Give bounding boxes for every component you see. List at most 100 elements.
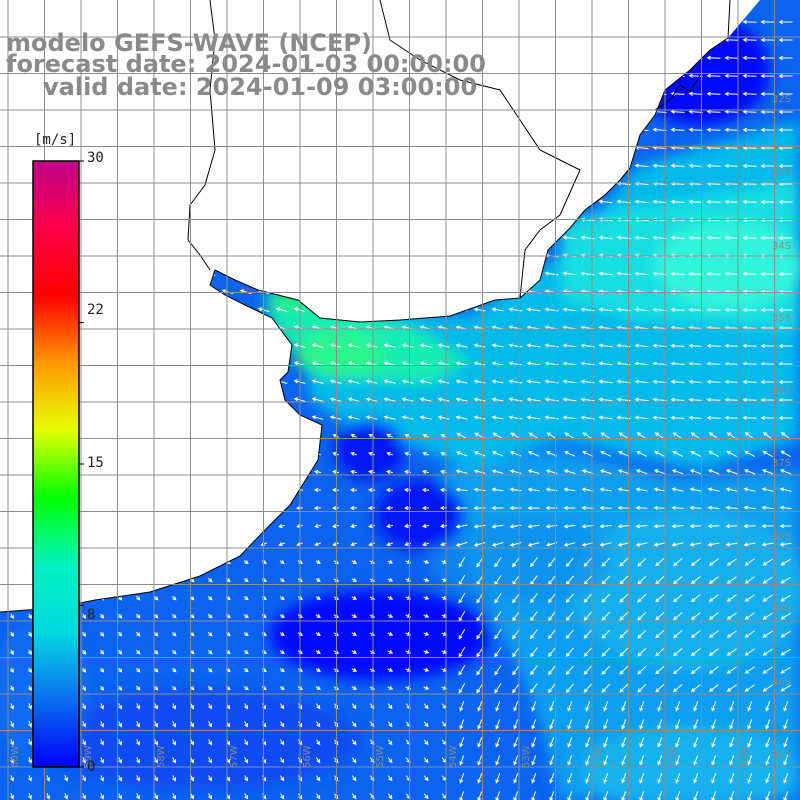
colorbar-tick-label: 15 <box>87 455 104 471</box>
wind-arrow <box>729 719 735 730</box>
wind-arrow <box>544 199 559 204</box>
wind-arrow <box>655 665 665 675</box>
wind-arrow <box>385 487 394 493</box>
wind-arrow <box>688 127 703 132</box>
wind-arrow <box>512 629 520 640</box>
wind-arrow <box>185 19 198 25</box>
wind-arrow <box>100 739 104 746</box>
wind-arrow <box>167 415 180 421</box>
wind-arrow <box>131 199 144 205</box>
wind-arrow <box>134 451 142 456</box>
wind-arrow <box>401 235 414 240</box>
wind-arrow <box>780 612 791 620</box>
wind-arrow <box>368 542 375 547</box>
wind-arrow <box>617 469 630 475</box>
wind-arrow <box>172 757 176 764</box>
wind-arrow <box>95 235 108 241</box>
wind-arrow <box>224 451 232 456</box>
wind-arrow <box>599 542 612 547</box>
wind-arrow <box>526 163 541 168</box>
wind-arrow <box>634 55 649 60</box>
wind-arrow <box>95 199 108 205</box>
wind-arrow <box>598 235 613 240</box>
wind-arrow <box>185 397 198 403</box>
wind-arrow <box>654 450 666 457</box>
wind-arrow <box>637 683 647 693</box>
wind-arrow <box>598 127 613 132</box>
wind-arrow <box>508 73 523 78</box>
wind-arrow <box>275 199 288 204</box>
wind-arrow <box>10 685 14 691</box>
wind-arrow <box>512 647 520 658</box>
wind-arrow <box>208 721 213 728</box>
wind-arrow <box>598 271 613 276</box>
wind-arrow <box>742 235 757 241</box>
wind-arrow <box>765 701 771 712</box>
wind-arrow <box>508 379 523 384</box>
river-border <box>187 0 216 271</box>
wind-arrow <box>28 793 32 800</box>
wind-arrow <box>455 469 468 474</box>
wind-arrow <box>279 757 285 764</box>
wind-arrow <box>509 469 522 474</box>
wind-arrow <box>437 199 450 204</box>
wind-arrow <box>7 451 16 457</box>
wind-arrow <box>708 576 719 584</box>
wind-arrow <box>491 469 504 474</box>
wind-arrow <box>28 595 32 601</box>
wind-arrow <box>224 434 231 438</box>
wind-arrow <box>275 19 288 24</box>
wind-arrow <box>693 701 699 712</box>
wind-arrow <box>742 19 757 25</box>
wind-arrow <box>619 593 629 603</box>
wind-arrow <box>311 397 324 402</box>
wind-arrow <box>494 683 502 694</box>
wind-arrow <box>670 109 685 114</box>
wind-arrow <box>221 19 234 25</box>
wind-arrow <box>241 505 250 511</box>
wind-arrow <box>706 235 721 240</box>
wind-arrow <box>25 469 34 475</box>
wind-arrow <box>172 775 176 782</box>
wind-arrow <box>760 379 775 385</box>
wind-arrow <box>508 235 523 240</box>
wind-arrow <box>387 685 394 690</box>
wind-arrow <box>634 163 649 168</box>
wind-arrow <box>583 647 593 657</box>
wind-arrow <box>459 773 465 784</box>
wind-arrow <box>567 791 573 800</box>
wind-arrow <box>278 451 286 456</box>
wind-arrow <box>585 755 591 766</box>
wind-arrow <box>113 415 126 421</box>
wind-arrow <box>185 379 198 385</box>
colorbar <box>32 160 80 768</box>
wind-arrow <box>549 773 555 784</box>
wind-arrow <box>491 19 504 24</box>
wind-arrow <box>726 684 737 692</box>
wind-arrow <box>708 558 719 566</box>
wind-arrow <box>634 37 649 42</box>
wind-arrow <box>387 613 394 618</box>
wind-arrow <box>512 557 520 568</box>
wind-arrow <box>190 703 194 710</box>
wind-arrow <box>652 127 667 132</box>
wind-arrow <box>634 271 649 276</box>
wind-arrow <box>275 361 288 366</box>
colorbar-tick-label: 30 <box>87 150 104 166</box>
wind-arrow <box>207 685 213 691</box>
wind-arrow <box>621 737 627 748</box>
wind-arrow <box>509 487 522 492</box>
wind-arrow <box>491 235 504 240</box>
wind-arrow <box>113 271 126 277</box>
wind-arrow <box>170 434 177 438</box>
wind-arrow <box>601 611 611 621</box>
wind-arrow <box>154 775 158 782</box>
wind-arrow <box>761 523 774 529</box>
wind-arrow <box>278 524 286 529</box>
wind-arrow <box>567 773 573 784</box>
wind-arrow <box>279 703 285 710</box>
wind-arrow <box>711 701 717 712</box>
wind-arrow <box>562 271 577 276</box>
wind-arrow <box>563 542 576 547</box>
wind-arrow <box>675 701 681 712</box>
